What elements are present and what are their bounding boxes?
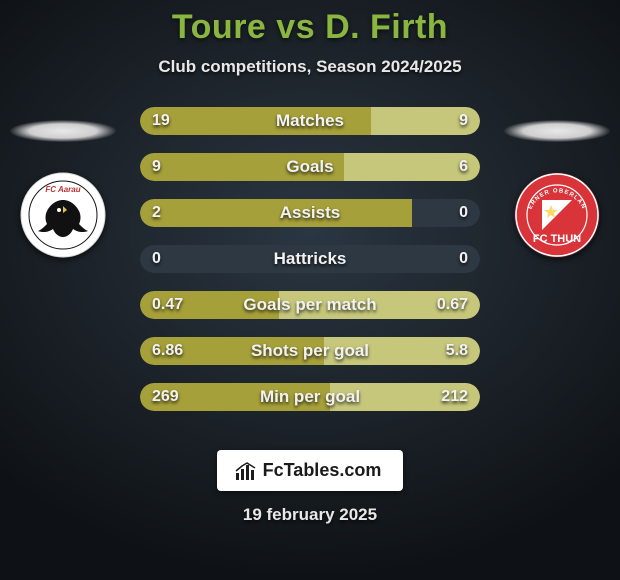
brand-chart-icon xyxy=(235,461,257,481)
stat-row: 6.865.8Shots per goal xyxy=(140,337,480,365)
stat-row: 199Matches xyxy=(140,107,480,135)
stat-row: 96Goals xyxy=(140,153,480,181)
stat-bar-left xyxy=(140,337,324,365)
stat-bar-left xyxy=(140,153,344,181)
stat-row: 269212Min per goal xyxy=(140,383,480,411)
subtitle: Club competitions, Season 2024/2025 xyxy=(0,57,620,77)
stat-bar-right xyxy=(324,337,480,365)
title-player-left: Toure xyxy=(172,8,266,46)
stat-bar-left xyxy=(140,291,279,319)
footer: FcTables.com 19 february 2025 xyxy=(0,450,620,525)
page-title: Toure vs D. Firth xyxy=(0,8,620,47)
brand-text: FcTables.com xyxy=(263,460,382,481)
stat-track xyxy=(140,245,480,273)
stat-bar-left xyxy=(140,107,371,135)
stat-bar-left xyxy=(140,199,412,227)
title-vs: vs xyxy=(266,8,325,46)
stat-row: 0.470.67Goals per match xyxy=(140,291,480,319)
title-player-right: D. Firth xyxy=(325,8,448,46)
stat-bar-left xyxy=(140,383,330,411)
footer-date: 19 february 2025 xyxy=(243,505,377,525)
stat-bar-right xyxy=(371,107,480,135)
stat-bar-right xyxy=(344,153,480,181)
brand-box[interactable]: FcTables.com xyxy=(217,450,404,491)
stat-bars: 199Matches 96Goals 20Assists 00Hattricks 0.4… xyxy=(140,107,480,411)
stats-area: 199Matches 96Goals 20Assists 00Hattricks 0.4… xyxy=(0,107,620,427)
stat-bar-right xyxy=(330,383,480,411)
stat-row: 00Hattricks xyxy=(140,245,480,273)
stat-bar-right xyxy=(279,291,480,319)
content-root: Toure vs D. Firth Club competitions, Sea… xyxy=(0,0,620,580)
stat-row: 20Assists xyxy=(140,199,480,227)
